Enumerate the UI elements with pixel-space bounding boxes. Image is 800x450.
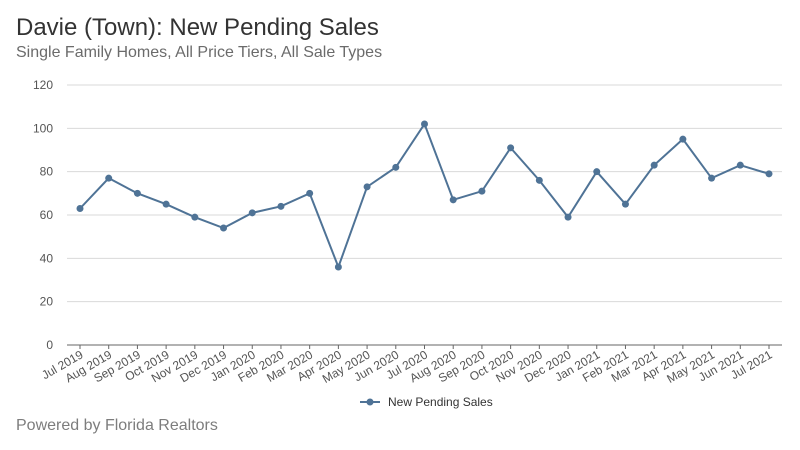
chart-subtitle: Single Family Homes, All Price Tiers, Al… (16, 44, 383, 61)
data-point (334, 263, 342, 271)
y-tick-label: 20 (40, 295, 54, 309)
data-point (621, 200, 629, 208)
data-point (765, 170, 773, 178)
data-point (507, 144, 515, 152)
data-point (478, 187, 486, 195)
data-point (133, 189, 141, 197)
y-tick-label: 120 (33, 78, 53, 92)
data-point (564, 213, 572, 221)
data-point (679, 135, 687, 143)
y-tick-label: 40 (40, 251, 54, 265)
y-tick-label: 80 (40, 165, 54, 179)
data-point (306, 189, 314, 197)
y-tick-label: 0 (46, 338, 53, 352)
data-point (76, 205, 84, 212)
y-tick-label: 60 (40, 208, 54, 222)
footer-credit: Powered by Florida Realtors (16, 417, 218, 434)
data-point (593, 168, 601, 176)
data-point (277, 202, 285, 210)
legend-swatch-marker (366, 398, 374, 406)
data-point (535, 176, 543, 184)
data-point (162, 200, 170, 208)
y-tick-label: 100 (33, 121, 53, 135)
data-point (736, 161, 744, 169)
chart-title: Davie (Town): New Pending Sales (16, 14, 379, 41)
data-point (191, 213, 199, 221)
data-point (392, 163, 400, 171)
data-point (421, 120, 428, 128)
data-point (708, 174, 716, 182)
legend-label: New Pending Sales (388, 395, 493, 409)
data-point (449, 196, 457, 204)
data-point (220, 224, 228, 232)
data-point (248, 209, 256, 217)
data-point (650, 161, 658, 169)
series-line (79, 121, 770, 270)
data-point (105, 174, 113, 182)
data-point (363, 183, 371, 191)
